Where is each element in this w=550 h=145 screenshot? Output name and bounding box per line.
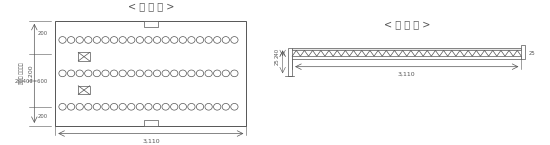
- Text: 240: 240: [275, 48, 280, 58]
- Ellipse shape: [76, 37, 84, 43]
- Ellipse shape: [153, 37, 161, 43]
- Ellipse shape: [231, 103, 238, 110]
- Ellipse shape: [188, 37, 195, 43]
- Ellipse shape: [213, 37, 221, 43]
- Ellipse shape: [196, 103, 204, 110]
- Ellipse shape: [213, 103, 221, 110]
- Ellipse shape: [119, 103, 126, 110]
- Text: 200: 200: [37, 114, 48, 119]
- Ellipse shape: [162, 37, 169, 43]
- Ellipse shape: [205, 70, 212, 77]
- Ellipse shape: [231, 70, 238, 77]
- Ellipse shape: [196, 37, 204, 43]
- Ellipse shape: [222, 103, 229, 110]
- Ellipse shape: [145, 70, 152, 77]
- Bar: [292, 48, 521, 50]
- Ellipse shape: [170, 37, 178, 43]
- Ellipse shape: [111, 37, 118, 43]
- Ellipse shape: [196, 70, 204, 77]
- Ellipse shape: [76, 103, 84, 110]
- Ellipse shape: [59, 70, 66, 77]
- Bar: [292, 56, 521, 59]
- Ellipse shape: [94, 37, 101, 43]
- Ellipse shape: [85, 103, 92, 110]
- Ellipse shape: [136, 103, 144, 110]
- Ellipse shape: [119, 37, 126, 43]
- Ellipse shape: [128, 103, 135, 110]
- Ellipse shape: [76, 70, 84, 77]
- Ellipse shape: [231, 37, 238, 43]
- Text: 3,110: 3,110: [142, 139, 160, 144]
- Ellipse shape: [111, 103, 118, 110]
- Ellipse shape: [188, 103, 195, 110]
- Ellipse shape: [162, 70, 169, 77]
- Ellipse shape: [153, 70, 161, 77]
- Ellipse shape: [205, 103, 212, 110]
- Bar: [144, 120, 157, 126]
- Text: 25: 25: [529, 51, 536, 56]
- Ellipse shape: [102, 70, 109, 77]
- Bar: [78, 86, 90, 94]
- Ellipse shape: [94, 103, 101, 110]
- Ellipse shape: [136, 70, 144, 77]
- Text: 200: 200: [37, 31, 48, 36]
- Ellipse shape: [162, 103, 169, 110]
- Ellipse shape: [111, 70, 118, 77]
- Ellipse shape: [59, 37, 66, 43]
- Text: 1,200: 1,200: [28, 65, 33, 82]
- Ellipse shape: [102, 37, 109, 43]
- Ellipse shape: [85, 70, 92, 77]
- Ellipse shape: [59, 103, 66, 110]
- Ellipse shape: [119, 70, 126, 77]
- Ellipse shape: [222, 70, 229, 77]
- Ellipse shape: [153, 103, 161, 110]
- Ellipse shape: [188, 70, 195, 77]
- Bar: [56, 21, 246, 126]
- Text: 반타설 반바닥판: 반타설 반바닥판: [19, 62, 24, 84]
- Ellipse shape: [179, 70, 186, 77]
- Ellipse shape: [102, 103, 109, 110]
- Ellipse shape: [145, 103, 152, 110]
- Ellipse shape: [179, 37, 186, 43]
- Bar: [144, 21, 157, 27]
- Text: 3,110: 3,110: [398, 71, 416, 76]
- Ellipse shape: [85, 37, 92, 43]
- Ellipse shape: [128, 37, 135, 43]
- Ellipse shape: [213, 70, 221, 77]
- Ellipse shape: [145, 37, 152, 43]
- Bar: [288, 48, 292, 76]
- Ellipse shape: [68, 103, 75, 110]
- Ellipse shape: [68, 70, 75, 77]
- Bar: [521, 45, 525, 59]
- Text: < 단 면 도 >: < 단 면 도 >: [383, 19, 430, 29]
- Text: 2@400=600: 2@400=600: [14, 78, 48, 84]
- Bar: [78, 52, 90, 61]
- Ellipse shape: [179, 103, 186, 110]
- Ellipse shape: [68, 37, 75, 43]
- Ellipse shape: [136, 37, 144, 43]
- Ellipse shape: [205, 37, 212, 43]
- Ellipse shape: [170, 103, 178, 110]
- Text: < 평 면 도 >: < 평 면 도 >: [128, 1, 174, 11]
- Text: 25: 25: [274, 59, 279, 65]
- Ellipse shape: [128, 70, 135, 77]
- Ellipse shape: [94, 70, 101, 77]
- Ellipse shape: [222, 37, 229, 43]
- Ellipse shape: [170, 70, 178, 77]
